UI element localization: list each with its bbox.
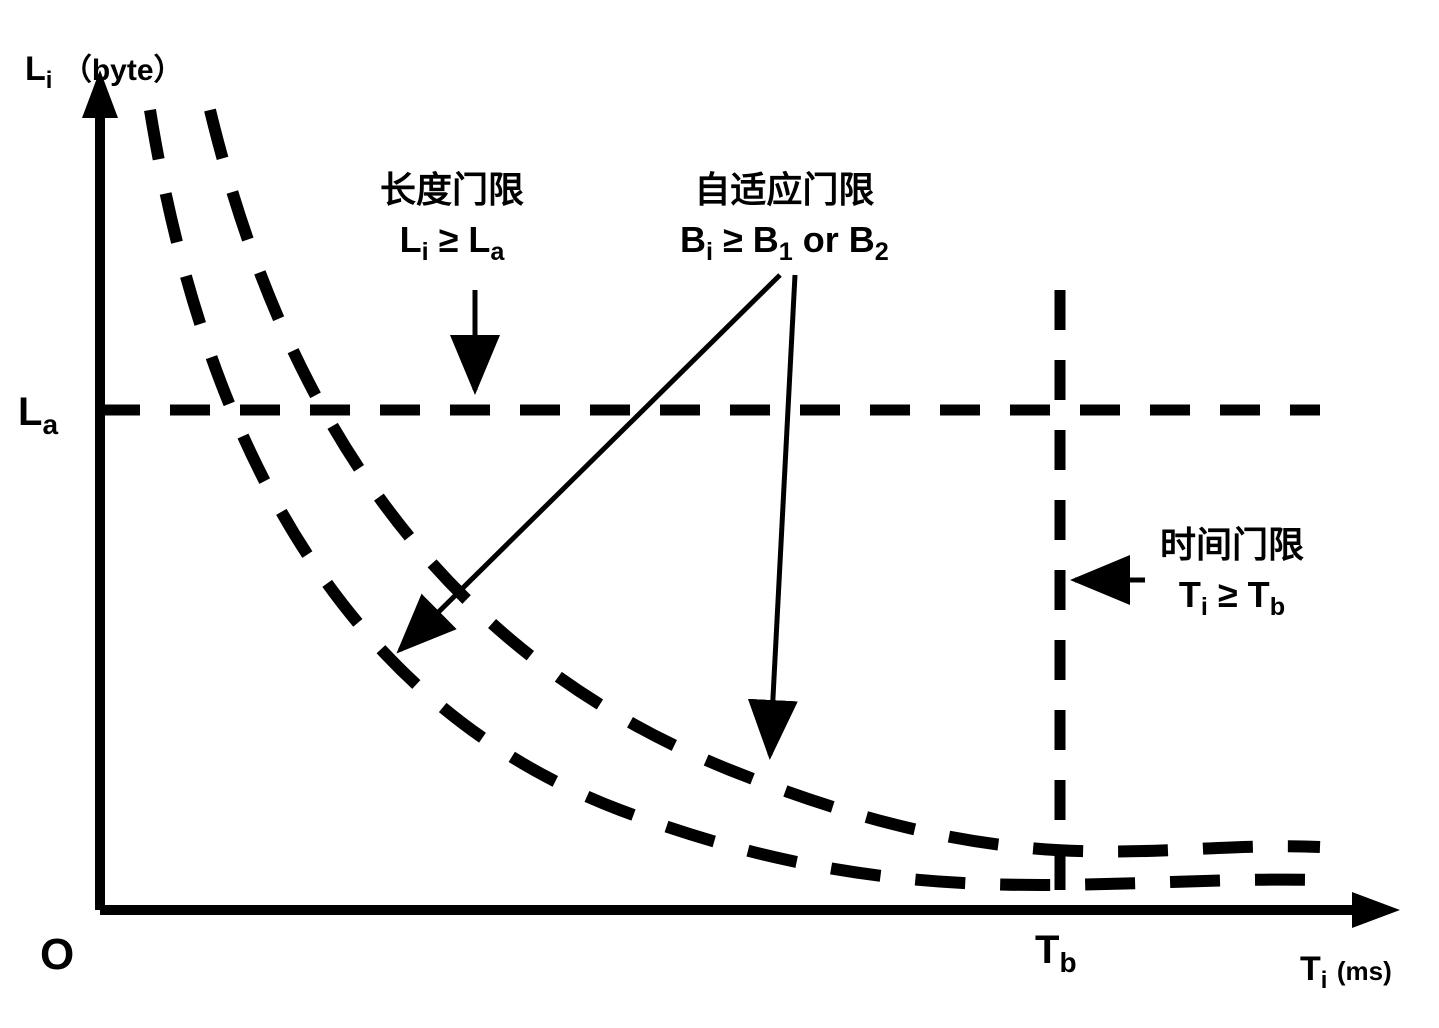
adaptive-threshold-label: 自适应门限 Bi ≥ B1 or B2 bbox=[680, 165, 889, 271]
length-threshold-label: 长度门限 Li ≥ La bbox=[380, 165, 524, 271]
adaptive-arrow-1 bbox=[400, 275, 780, 650]
la-tick-label: La bbox=[18, 390, 58, 441]
time-threshold-label: 时间门限 Ti ≥ Tb bbox=[1160, 520, 1304, 626]
tb-tick-label: Tb bbox=[1035, 928, 1077, 979]
threshold-diagram: Li （byte） Ti (ms) O La Tb 长度门限 Li ≥ La 自… bbox=[0, 0, 1439, 1023]
origin-label: O bbox=[40, 930, 74, 980]
diagram-svg bbox=[0, 0, 1439, 1023]
x-axis-arrow bbox=[1352, 892, 1400, 928]
adaptive-arrow-2 bbox=[770, 275, 795, 755]
y-axis-label: Li （byte） bbox=[25, 45, 184, 95]
x-axis-label: Ti (ms) bbox=[1300, 950, 1392, 995]
